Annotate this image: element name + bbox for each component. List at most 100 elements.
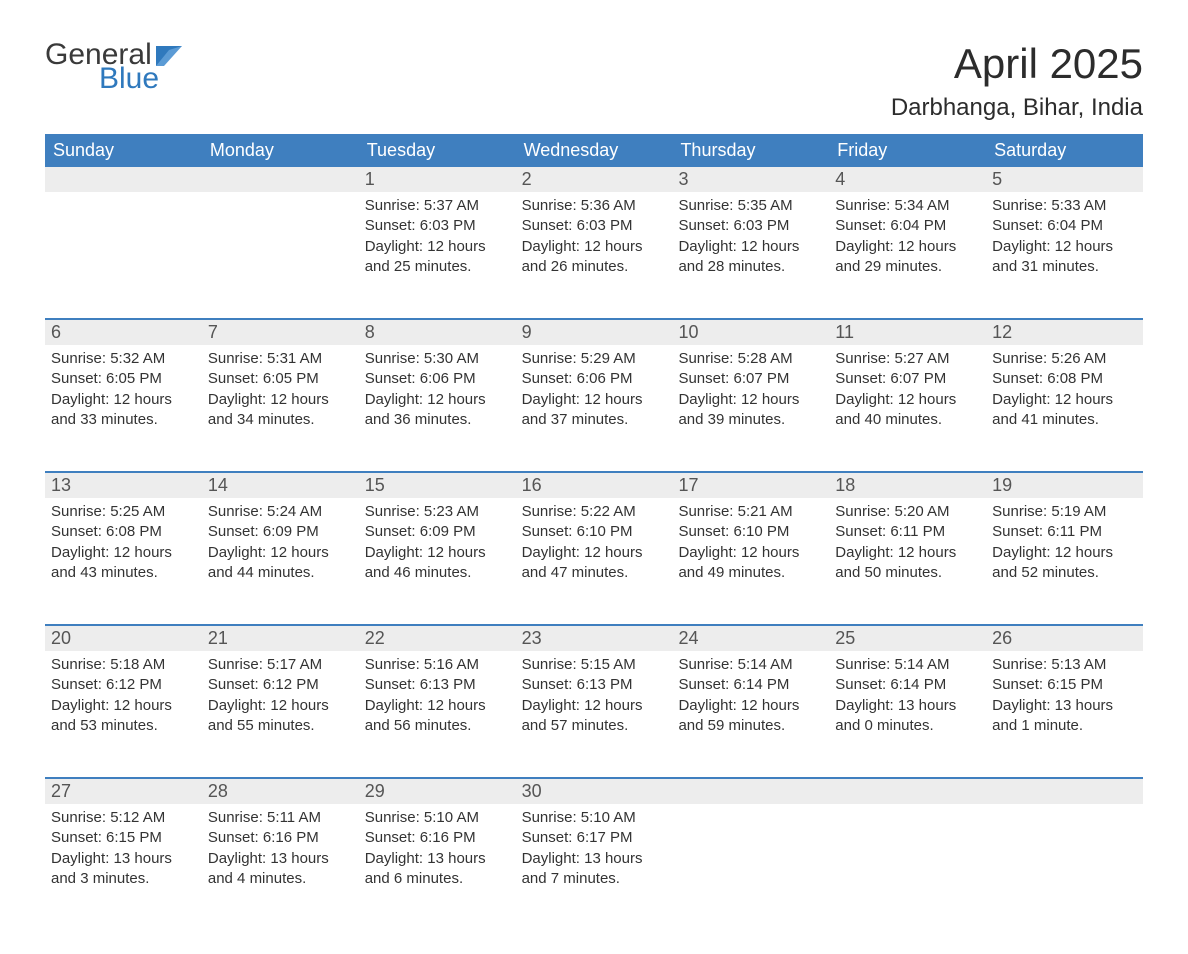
day-number: 28 — [202, 779, 359, 804]
day-number: 8 — [359, 320, 516, 345]
day-number: 22 — [359, 626, 516, 651]
calendar-cell: Sunrise: 5:19 AMSunset: 6:11 PMDaylight:… — [986, 498, 1143, 608]
logo-flag-icon — [156, 46, 182, 66]
calendar-cell: Sunrise: 5:27 AMSunset: 6:07 PMDaylight:… — [829, 345, 986, 455]
sunset-text: Sunset: 6:13 PM — [365, 675, 510, 695]
calendar-cell: Sunrise: 5:12 AMSunset: 6:15 PMDaylight:… — [45, 804, 202, 914]
sunrise-text: Sunrise: 5:37 AM — [365, 196, 510, 216]
cell-body: Sunrise: 5:32 AMSunset: 6:05 PMDaylight:… — [45, 345, 202, 430]
cell-body: Sunrise: 5:34 AMSunset: 6:04 PMDaylight:… — [829, 192, 986, 277]
page-header: General Blue April 2025 Darbhanga, Bihar… — [45, 40, 1143, 122]
calendar-cell: Sunrise: 5:14 AMSunset: 6:14 PMDaylight:… — [672, 651, 829, 761]
daylight1-text: Daylight: 12 hours — [208, 543, 353, 563]
daylight2-text: and 0 minutes. — [835, 716, 980, 736]
cell-body: Sunrise: 5:19 AMSunset: 6:11 PMDaylight:… — [986, 498, 1143, 583]
sunrise-text: Sunrise: 5:14 AM — [835, 655, 980, 675]
daylight1-text: Daylight: 12 hours — [522, 543, 667, 563]
daylight2-text: and 44 minutes. — [208, 563, 353, 583]
sunrise-text: Sunrise: 5:19 AM — [992, 502, 1137, 522]
sunset-text: Sunset: 6:11 PM — [992, 522, 1137, 542]
cell-body: Sunrise: 5:33 AMSunset: 6:04 PMDaylight:… — [986, 192, 1143, 277]
daylight1-text: Daylight: 12 hours — [365, 390, 510, 410]
cell-body: Sunrise: 5:28 AMSunset: 6:07 PMDaylight:… — [672, 345, 829, 430]
sunrise-text: Sunrise: 5:18 AM — [51, 655, 196, 675]
cell-body: Sunrise: 5:35 AMSunset: 6:03 PMDaylight:… — [672, 192, 829, 277]
day-number: 2 — [516, 167, 673, 192]
page-title: April 2025 — [891, 40, 1143, 88]
daylight1-text: Daylight: 13 hours — [992, 696, 1137, 716]
day-header: Thursday — [672, 134, 829, 167]
day-number — [45, 167, 202, 192]
calendar-cell: Sunrise: 5:18 AMSunset: 6:12 PMDaylight:… — [45, 651, 202, 761]
daylight2-text: and 3 minutes. — [51, 869, 196, 889]
sunset-text: Sunset: 6:12 PM — [51, 675, 196, 695]
daylight2-text: and 47 minutes. — [522, 563, 667, 583]
daylight2-text: and 7 minutes. — [522, 869, 667, 889]
day-number: 21 — [202, 626, 359, 651]
daynum-strip: 27282930 — [45, 777, 1143, 804]
daylight1-text: Daylight: 12 hours — [522, 390, 667, 410]
day-number: 25 — [829, 626, 986, 651]
sunset-text: Sunset: 6:06 PM — [365, 369, 510, 389]
sunrise-text: Sunrise: 5:10 AM — [365, 808, 510, 828]
daylight2-text: and 43 minutes. — [51, 563, 196, 583]
cell-body: Sunrise: 5:11 AMSunset: 6:16 PMDaylight:… — [202, 804, 359, 889]
cell-body: Sunrise: 5:18 AMSunset: 6:12 PMDaylight:… — [45, 651, 202, 736]
sunset-text: Sunset: 6:15 PM — [51, 828, 196, 848]
cell-body: Sunrise: 5:10 AMSunset: 6:16 PMDaylight:… — [359, 804, 516, 889]
daylight2-text: and 28 minutes. — [678, 257, 823, 277]
cell-body: Sunrise: 5:17 AMSunset: 6:12 PMDaylight:… — [202, 651, 359, 736]
sunset-text: Sunset: 6:04 PM — [992, 216, 1137, 236]
cell-body: Sunrise: 5:10 AMSunset: 6:17 PMDaylight:… — [516, 804, 673, 889]
calendar-cell: Sunrise: 5:15 AMSunset: 6:13 PMDaylight:… — [516, 651, 673, 761]
cell-body: Sunrise: 5:37 AMSunset: 6:03 PMDaylight:… — [359, 192, 516, 277]
cell-body: Sunrise: 5:27 AMSunset: 6:07 PMDaylight:… — [829, 345, 986, 430]
sunset-text: Sunset: 6:08 PM — [992, 369, 1137, 389]
daylight2-text: and 31 minutes. — [992, 257, 1137, 277]
daylight1-text: Daylight: 13 hours — [208, 849, 353, 869]
daylight1-text: Daylight: 12 hours — [992, 390, 1137, 410]
daylight2-text: and 36 minutes. — [365, 410, 510, 430]
daylight2-text: and 57 minutes. — [522, 716, 667, 736]
calendar-cell — [202, 192, 359, 302]
calendar-cell: Sunrise: 5:35 AMSunset: 6:03 PMDaylight:… — [672, 192, 829, 302]
cell-body: Sunrise: 5:25 AMSunset: 6:08 PMDaylight:… — [45, 498, 202, 583]
day-header: Saturday — [986, 134, 1143, 167]
calendar-cell: Sunrise: 5:37 AMSunset: 6:03 PMDaylight:… — [359, 192, 516, 302]
sunrise-text: Sunrise: 5:34 AM — [835, 196, 980, 216]
sunrise-text: Sunrise: 5:15 AM — [522, 655, 667, 675]
sunset-text: Sunset: 6:07 PM — [678, 369, 823, 389]
daylight2-text: and 1 minute. — [992, 716, 1137, 736]
sunrise-text: Sunrise: 5:30 AM — [365, 349, 510, 369]
daylight2-text: and 49 minutes. — [678, 563, 823, 583]
sunset-text: Sunset: 6:17 PM — [522, 828, 667, 848]
daylight1-text: Daylight: 12 hours — [51, 390, 196, 410]
calendar-cell: Sunrise: 5:20 AMSunset: 6:11 PMDaylight:… — [829, 498, 986, 608]
cell-body: Sunrise: 5:22 AMSunset: 6:10 PMDaylight:… — [516, 498, 673, 583]
cell-body: Sunrise: 5:31 AMSunset: 6:05 PMDaylight:… — [202, 345, 359, 430]
daylight1-text: Daylight: 12 hours — [835, 390, 980, 410]
day-header: Friday — [829, 134, 986, 167]
day-number: 4 — [829, 167, 986, 192]
calendar-cell: Sunrise: 5:24 AMSunset: 6:09 PMDaylight:… — [202, 498, 359, 608]
sunrise-text: Sunrise: 5:31 AM — [208, 349, 353, 369]
cell-body: Sunrise: 5:26 AMSunset: 6:08 PMDaylight:… — [986, 345, 1143, 430]
sunrise-text: Sunrise: 5:23 AM — [365, 502, 510, 522]
daynum-strip: 6789101112 — [45, 318, 1143, 345]
day-number: 27 — [45, 779, 202, 804]
week-row: Sunrise: 5:12 AMSunset: 6:15 PMDaylight:… — [45, 804, 1143, 914]
daylight2-text: and 59 minutes. — [678, 716, 823, 736]
calendar-cell — [45, 192, 202, 302]
daylight1-text: Daylight: 12 hours — [992, 237, 1137, 257]
day-number: 11 — [829, 320, 986, 345]
day-header: Monday — [202, 134, 359, 167]
day-number: 26 — [986, 626, 1143, 651]
calendar-cell: Sunrise: 5:14 AMSunset: 6:14 PMDaylight:… — [829, 651, 986, 761]
calendar-cell: Sunrise: 5:34 AMSunset: 6:04 PMDaylight:… — [829, 192, 986, 302]
sunset-text: Sunset: 6:08 PM — [51, 522, 196, 542]
cell-body: Sunrise: 5:14 AMSunset: 6:14 PMDaylight:… — [672, 651, 829, 736]
sunrise-text: Sunrise: 5:33 AM — [992, 196, 1137, 216]
daylight1-text: Daylight: 12 hours — [365, 543, 510, 563]
daylight1-text: Daylight: 12 hours — [208, 390, 353, 410]
sunrise-text: Sunrise: 5:22 AM — [522, 502, 667, 522]
